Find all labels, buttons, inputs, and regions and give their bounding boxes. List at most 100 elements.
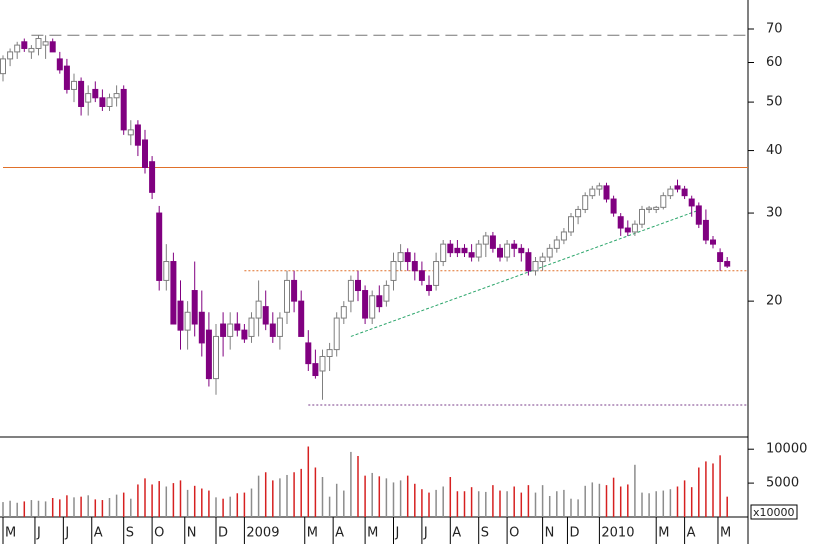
candle-body: [198, 311, 205, 344]
candle-body: [617, 216, 624, 229]
candle-body: [560, 231, 567, 241]
candle-body: [710, 239, 716, 245]
x-tick-label: J: [36, 526, 41, 541]
y-tick-label: 70: [766, 22, 783, 37]
x-tick-label: A: [94, 526, 103, 541]
candle-body: [340, 306, 347, 319]
candle-body: [639, 208, 645, 225]
candle-body: [660, 195, 667, 208]
candle-body: [298, 300, 305, 337]
candle-body: [724, 261, 731, 267]
candle-body: [312, 363, 319, 377]
candle-body: [0, 58, 6, 75]
candle-body: [241, 329, 248, 340]
candle-body: [262, 306, 269, 325]
x-tick-label: M: [367, 526, 378, 541]
candle-body: [362, 290, 369, 319]
y2-tick-label: 5000: [766, 476, 799, 491]
x-tick-label: A: [452, 526, 461, 541]
x-tick-label: A: [335, 526, 344, 541]
x-tick-label: M: [720, 526, 731, 541]
candle-body: [624, 227, 631, 233]
candle-body: [227, 323, 234, 337]
candle-body: [142, 139, 148, 169]
candle-body: [63, 65, 70, 90]
candle-body: [284, 279, 290, 313]
candle-body: [596, 185, 603, 190]
x-tick-label: A: [687, 526, 696, 541]
x-tick-label: D: [218, 526, 228, 541]
candle-body: [695, 205, 702, 225]
x-tick-label: O: [509, 526, 519, 541]
y-tick-label: 60: [766, 55, 783, 70]
x-tick-label: J: [423, 526, 428, 541]
candle-body: [681, 188, 688, 197]
candle-body: [426, 284, 432, 292]
candle-body: [717, 252, 724, 263]
candle-body: [482, 235, 489, 245]
x-tick-label: M: [658, 526, 669, 541]
x-tick-label: O: [154, 526, 164, 541]
candle-body: [497, 247, 503, 258]
candle-body: [14, 44, 21, 53]
candle-body: [347, 279, 354, 302]
x-tick-label: N: [545, 526, 555, 541]
trend-line: [350, 209, 699, 337]
candle-body: [156, 212, 163, 281]
candle-body: [383, 284, 390, 302]
candle-body: [269, 323, 276, 337]
candle-body: [553, 239, 560, 249]
candle-body: [99, 97, 106, 107]
candle-body: [213, 335, 219, 380]
candle-body: [603, 185, 610, 200]
x-tick-label: J: [395, 526, 400, 541]
candle-body: [291, 279, 298, 302]
candle-body: [248, 317, 255, 337]
candle-body: [610, 198, 617, 214]
candle-body: [688, 198, 695, 207]
candle-body: [646, 207, 653, 210]
candle-body: [418, 270, 425, 281]
candle-body: [468, 252, 475, 258]
candle-body: [653, 206, 660, 210]
candle-body: [170, 261, 177, 325]
candle-body: [390, 261, 397, 281]
candle-body: [191, 290, 198, 325]
candle-body: [113, 93, 120, 99]
candle-body: [369, 295, 376, 319]
x-tick-label: 2010: [601, 526, 634, 541]
candle-body: [511, 243, 518, 249]
candle-body: [525, 252, 532, 272]
candle-body: [42, 41, 49, 46]
candle-body: [589, 188, 596, 197]
candle-body: [440, 243, 447, 263]
candle-body: [667, 188, 674, 197]
candle-body: [674, 185, 681, 190]
x-tick-label: D: [569, 526, 579, 541]
y-tick-label: 40: [766, 143, 783, 158]
candle-body: [305, 342, 312, 365]
candle-body: [333, 317, 340, 351]
candle-body: [631, 223, 638, 233]
candle-body: [404, 252, 411, 263]
x-tick-label: M: [307, 526, 318, 541]
candle-body: [255, 300, 262, 319]
x-tick-label: M: [5, 526, 16, 541]
volume-unit: x10000: [753, 506, 795, 519]
candle-body: [702, 219, 709, 241]
candle-body: [184, 311, 191, 331]
candle-body: [205, 329, 212, 380]
candle-body: [92, 88, 99, 99]
candle-body: [127, 129, 134, 136]
candle-body: [56, 58, 63, 71]
x-tick-label: J: [64, 526, 69, 541]
candle-body: [177, 300, 184, 331]
candle-body: [411, 261, 418, 272]
candle-body: [397, 252, 404, 263]
candle-body: [376, 295, 383, 308]
candle-body: [7, 51, 14, 60]
y-tick-label: 50: [766, 95, 783, 110]
candle-body: [433, 261, 440, 286]
candle-body: [71, 80, 77, 90]
